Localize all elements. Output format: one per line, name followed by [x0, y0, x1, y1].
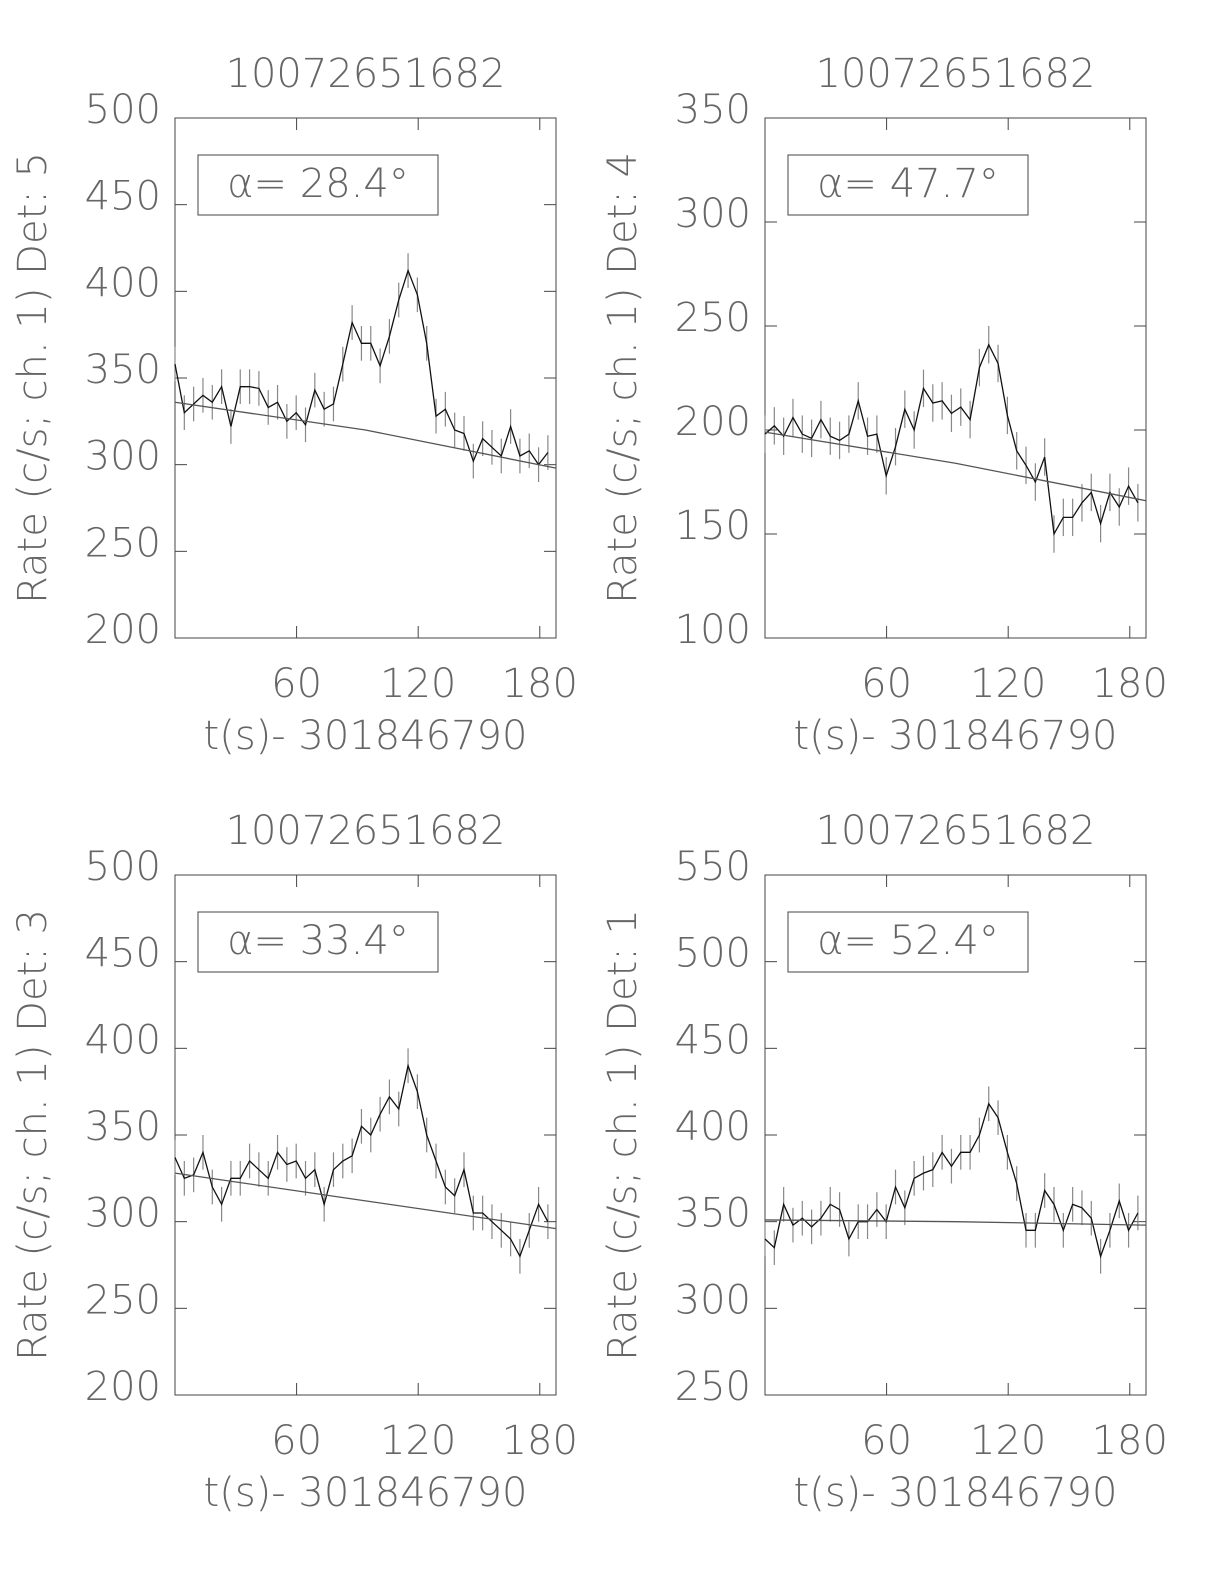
y-tick-label: 150 — [675, 503, 751, 549]
x-tick-label: 120 — [970, 1418, 1046, 1464]
y-tick-label: 200 — [85, 607, 161, 653]
x-tick-label: 120 — [970, 661, 1046, 707]
annotation-box — [197, 154, 439, 216]
panel: 10072651682 t(s)- 301846790 Rate (c/s; ch.… — [10, 808, 578, 1516]
y-tick-label: 300 — [85, 1191, 161, 1237]
y-tick-label: 550 — [675, 844, 751, 890]
y-tick-label: 350 — [675, 1191, 751, 1237]
y-tick-label: 500 — [85, 844, 161, 890]
fit-line — [764, 431, 1147, 502]
y-tick-label: 100 — [675, 607, 751, 653]
y-tick-label: 450 — [85, 174, 161, 220]
y-tick-label: 350 — [85, 1104, 161, 1150]
annotation: α= 52.4° — [817, 918, 999, 964]
y-axis-label: Rate (c/s; ch. 1) Det: 5 — [10, 152, 56, 604]
x-tick-label: 60 — [861, 661, 912, 707]
y-axis-label: Rate (c/s; ch. 1) Det: 3 — [10, 909, 56, 1361]
y-tick-label: 400 — [85, 260, 161, 306]
fit-line — [174, 401, 557, 469]
y-tick-label: 400 — [85, 1017, 161, 1063]
fit-line — [174, 1172, 557, 1230]
y-tick-label: 300 — [85, 434, 161, 480]
x-tick-label: 60 — [271, 661, 322, 707]
chart-title: 10072651682 — [816, 808, 1096, 854]
y-tick-label: 500 — [85, 87, 161, 133]
x-axis-label: t(s)- 301846790 — [794, 1470, 1118, 1516]
annotation-box — [787, 911, 1029, 973]
y-tick-label: 350 — [675, 87, 751, 133]
annotation-box — [787, 154, 1029, 216]
y-tick-label: 250 — [85, 520, 161, 566]
chart-title: 10072651682 — [226, 51, 506, 97]
y-axis-label: Rate (c/s; ch. 1) Det: 4 — [600, 152, 646, 604]
x-tick-label: 120 — [380, 1418, 456, 1464]
x-axis-label: t(s)- 301846790 — [204, 1470, 528, 1516]
data-line — [764, 343, 1139, 537]
y-tick-label: 450 — [675, 1017, 751, 1063]
y-tick-label: 250 — [675, 295, 751, 341]
y-tick-label: 500 — [675, 931, 751, 977]
x-tick-label: 180 — [1092, 661, 1168, 707]
annotation-box — [197, 911, 439, 973]
data-line — [174, 1063, 549, 1258]
data-line — [764, 1102, 1139, 1259]
y-tick-label: 450 — [85, 931, 161, 977]
y-tick-label: 300 — [675, 191, 751, 237]
chart-title: 10072651682 — [816, 51, 1096, 97]
annotation: α= 47.7° — [817, 161, 999, 207]
x-tick-label: 180 — [1092, 1418, 1168, 1464]
x-tick-label: 60 — [861, 1418, 912, 1464]
annotation: α= 28.4° — [227, 161, 409, 207]
y-tick-label: 300 — [675, 1277, 751, 1323]
panel: 10072651682 t(s)- 301846790 Rate (c/s; ch.… — [600, 51, 1168, 759]
y-tick-label: 250 — [85, 1277, 161, 1323]
plot-frame — [764, 117, 1147, 639]
x-tick-label: 180 — [502, 1418, 578, 1464]
x-tick-label: 120 — [380, 661, 456, 707]
annotation: α= 33.4° — [227, 918, 409, 964]
x-axis-label: t(s)- 301846790 — [794, 713, 1118, 759]
y-tick-label: 350 — [85, 347, 161, 393]
x-tick-label: 180 — [502, 661, 578, 707]
y-tick-label: 200 — [675, 399, 751, 445]
fit-line — [764, 1219, 1147, 1226]
y-tick-label: 400 — [675, 1104, 751, 1150]
x-axis-label: t(s)- 301846790 — [204, 713, 528, 759]
y-tick-label: 200 — [85, 1364, 161, 1410]
panel: 10072651682 t(s)- 301846790 Rate (c/s; ch.… — [10, 51, 578, 759]
panel: 10072651682 t(s)- 301846790 Rate (c/s; ch.… — [600, 808, 1168, 1516]
y-tick-label: 250 — [675, 1364, 751, 1410]
y-axis-label: Rate (c/s; ch. 1) Det: 1 — [600, 909, 646, 1361]
chart-title: 10072651682 — [226, 808, 506, 854]
x-tick-label: 60 — [271, 1418, 322, 1464]
data-line — [174, 268, 549, 466]
